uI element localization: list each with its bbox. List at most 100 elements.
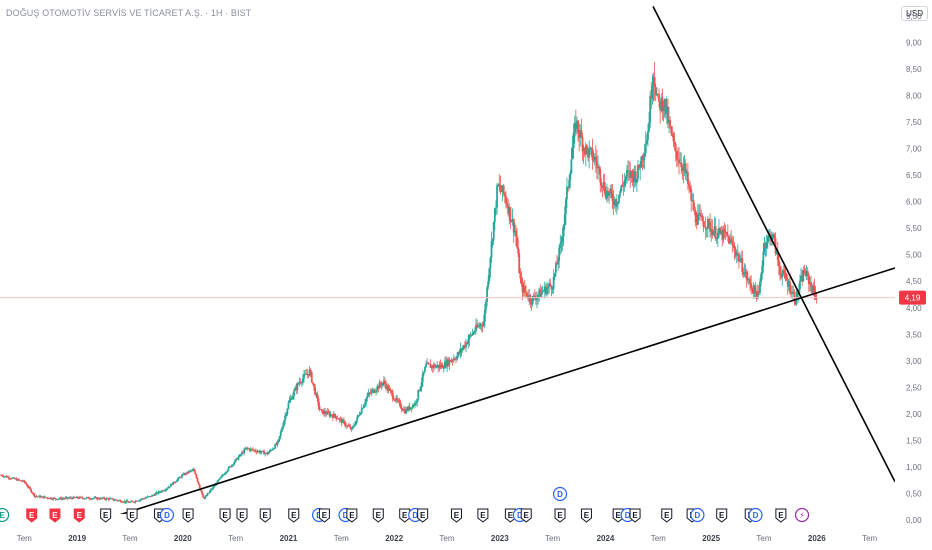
candle-body <box>496 185 498 208</box>
trendline-falling-resistance[interactable] <box>652 6 895 483</box>
event-marker-earnings[interactable] <box>612 508 624 523</box>
candle-body <box>426 362 429 365</box>
event-marker-earnings[interactable] <box>346 508 358 523</box>
event-marker-d[interactable] <box>159 507 175 523</box>
candle-body <box>270 450 273 451</box>
candle-body <box>233 462 236 465</box>
event-marker-d[interactable] <box>552 486 568 502</box>
candle-body <box>588 148 591 158</box>
event-marker-letter: D <box>695 511 701 520</box>
event-marker-earnings[interactable] <box>126 508 138 523</box>
event-marker-letter: E <box>52 511 58 520</box>
candle-body <box>664 99 667 115</box>
event-marker-earnings[interactable] <box>219 508 231 523</box>
candle-body <box>184 473 187 475</box>
candle-body <box>704 226 707 229</box>
event-marker-earnings[interactable] <box>554 508 566 523</box>
candle-body <box>314 386 316 395</box>
candle-body <box>644 144 647 153</box>
y-tick-label: 9,50 <box>906 12 922 21</box>
candle-body <box>191 470 193 471</box>
candle-body <box>142 498 145 500</box>
event-marker-earnings[interactable] <box>716 508 728 523</box>
candle-body <box>458 352 461 354</box>
candle-body <box>138 499 141 501</box>
candle-body <box>661 97 664 112</box>
event-marker-earnings[interactable] <box>73 508 85 523</box>
candle-body <box>258 451 261 453</box>
candle-body <box>486 287 488 303</box>
candle-body <box>181 475 183 478</box>
event-marker-earnings[interactable] <box>372 508 384 523</box>
candle-body <box>256 451 259 453</box>
event-marker-earnings[interactable] <box>504 508 516 523</box>
currency-button[interactable]: USD <box>901 6 928 21</box>
candle-body <box>629 170 632 178</box>
candle-body <box>244 448 247 450</box>
candle-body <box>742 272 745 275</box>
y-tick-label: 8,50 <box>906 65 922 74</box>
candle-body <box>628 170 630 172</box>
event-marker-earnings[interactable] <box>259 508 271 523</box>
candle-body <box>554 263 557 274</box>
candle-body <box>144 497 147 499</box>
candle-body <box>622 185 625 187</box>
candle-body <box>706 219 709 229</box>
candle-body <box>732 244 735 247</box>
candle-body <box>647 131 649 141</box>
event-marker-earnings[interactable] <box>318 508 330 523</box>
event-marker-earnings[interactable] <box>580 508 592 523</box>
candle-body <box>685 172 688 174</box>
event-marker-earnings[interactable] <box>629 508 641 523</box>
event-marker-earnings[interactable] <box>100 508 112 523</box>
event-marker-earnings[interactable] <box>236 508 248 523</box>
candle-body <box>88 498 91 500</box>
event-marker-split[interactable] <box>794 507 810 523</box>
event-marker-earnings[interactable] <box>26 508 38 523</box>
candle-body <box>533 295 536 299</box>
event-marker-d[interactable] <box>748 507 763 523</box>
candle-body <box>515 230 517 237</box>
candle-body <box>257 451 260 452</box>
candle-body <box>15 478 18 481</box>
event-marker-earnings[interactable] <box>661 508 673 523</box>
candle-body <box>202 493 204 498</box>
candle-body <box>463 345 466 348</box>
candle-body <box>557 260 559 265</box>
candle-body <box>306 373 309 375</box>
event-marker-earnings[interactable] <box>417 508 429 523</box>
candle-body <box>790 292 792 294</box>
candle-body <box>212 486 214 490</box>
candle-body <box>691 200 694 201</box>
candle-body <box>442 367 445 369</box>
candle-body <box>274 444 277 449</box>
candle-body <box>807 275 810 285</box>
event-marker-earnings[interactable] <box>477 508 489 523</box>
event-marker-earnings[interactable] <box>399 508 411 523</box>
event-marker-letter: E <box>239 511 245 520</box>
candle-body <box>137 500 140 502</box>
candle-body <box>103 497 106 499</box>
event-marker-earnings[interactable] <box>288 508 300 523</box>
candle-body <box>650 95 653 99</box>
candle-body <box>107 498 110 500</box>
candle-body <box>477 325 480 328</box>
event-marker-earnings[interactable] <box>49 508 61 523</box>
candle-body <box>186 471 189 474</box>
trendline-rising-support[interactable] <box>104 267 895 520</box>
candle-body <box>248 448 251 451</box>
candle-body <box>731 240 734 245</box>
candle-body <box>223 474 226 476</box>
candle-body <box>541 291 544 293</box>
event-marker-earnings[interactable] <box>182 508 194 523</box>
event-marker-d[interactable] <box>690 507 705 523</box>
event-marker-earnings[interactable] <box>450 508 462 523</box>
event-marker-earnings[interactable] <box>775 508 787 523</box>
candle-body <box>489 257 492 269</box>
event-marker-earnings[interactable] <box>520 508 532 523</box>
candle-body <box>763 242 766 252</box>
candle-body <box>267 452 270 455</box>
event-marker-teal[interactable] <box>0 507 10 523</box>
